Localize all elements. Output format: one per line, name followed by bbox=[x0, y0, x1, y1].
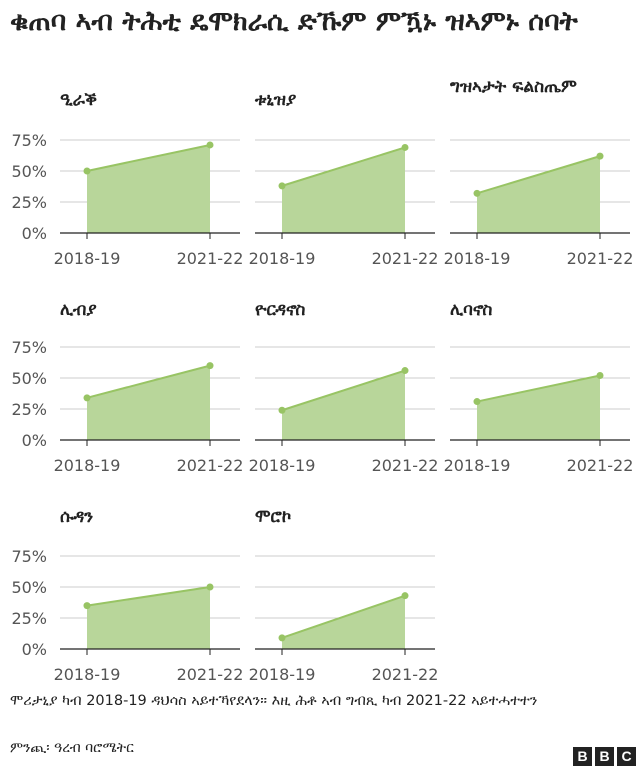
data-point bbox=[206, 141, 214, 149]
data-point bbox=[473, 189, 481, 197]
x-tick-label: 2018-19 bbox=[54, 665, 121, 684]
data-point bbox=[278, 406, 286, 414]
series-area bbox=[477, 375, 600, 440]
data-point bbox=[83, 394, 91, 402]
x-tick-label: 2018-19 bbox=[249, 456, 316, 475]
data-point bbox=[401, 592, 409, 600]
x-tick-label: 2018-19 bbox=[54, 456, 121, 475]
series-area bbox=[282, 147, 405, 233]
data-point bbox=[83, 602, 91, 610]
x-tick-label: 2021-22 bbox=[567, 456, 634, 475]
data-point bbox=[206, 362, 214, 370]
x-tick-label: 2021-22 bbox=[372, 665, 439, 684]
data-point bbox=[278, 634, 286, 642]
y-tick-label: 50% bbox=[11, 578, 47, 597]
logo-letter: C bbox=[617, 747, 636, 766]
x-tick-label: 2021-22 bbox=[177, 456, 244, 475]
y-tick-label: 75% bbox=[11, 338, 47, 357]
y-tick-label: 75% bbox=[11, 547, 47, 566]
series-area bbox=[477, 156, 600, 233]
data-point bbox=[596, 152, 604, 160]
data-point bbox=[206, 583, 214, 591]
logo-letter: B bbox=[595, 747, 614, 766]
panel-title: ዒራቕ bbox=[60, 90, 98, 110]
y-tick-label: 75% bbox=[11, 131, 47, 150]
data-point bbox=[473, 398, 481, 406]
series-line bbox=[476, 155, 601, 195]
footnote: ሞሪታኒያ ካብ 2018-19 ዳህሳስ ኣይተኻየደላን። እዚ ሕቶ ኣብ… bbox=[10, 693, 538, 709]
logo-letter: B bbox=[573, 747, 592, 766]
y-tick-label: 0% bbox=[22, 224, 47, 243]
data-point bbox=[401, 367, 409, 375]
charts-svg: 0% 25% 50% 75% 2018-19 2021-22 2018-19 2021-22 2… bbox=[11, 131, 634, 684]
data-point bbox=[278, 182, 286, 190]
panel-title: ቱኒዝያ bbox=[255, 90, 297, 110]
x-tick-label: 2018-19 bbox=[54, 249, 121, 268]
y-tick-label: 25% bbox=[11, 400, 47, 419]
data-point bbox=[83, 167, 91, 175]
x-tick-label: 2018-19 bbox=[444, 456, 511, 475]
series-line bbox=[86, 143, 211, 172]
series-line bbox=[281, 369, 406, 412]
x-tick-label: 2018-19 bbox=[444, 249, 511, 268]
y-tick-label: 50% bbox=[11, 369, 47, 388]
panel-title: ሊብያ bbox=[60, 300, 97, 320]
series-line bbox=[86, 586, 211, 607]
y-tick-label: 0% bbox=[22, 431, 47, 450]
x-tick-label: 2021-22 bbox=[177, 249, 244, 268]
x-tick-label: 2021-22 bbox=[372, 456, 439, 475]
series-area bbox=[87, 587, 210, 649]
bbc-logo: B B C bbox=[573, 747, 636, 766]
y-tick-label: 25% bbox=[11, 609, 47, 628]
series-area bbox=[282, 370, 405, 440]
panel-title: ዮርዳኖስ bbox=[255, 300, 306, 320]
source-text: ምንጪ፡ ዓረብ ባሮሜትር bbox=[10, 740, 134, 756]
x-tick-label: 2021-22 bbox=[177, 665, 244, 684]
panel-title: ሊባኖስ bbox=[450, 300, 493, 320]
series-area bbox=[87, 144, 210, 233]
data-point bbox=[596, 372, 604, 380]
chart-title: ቁጠባ ኣብ ትሕቲ ዴሞክራሲ ድኹም ምዃኑ ዝኣምኑ ሰባት bbox=[10, 6, 578, 37]
series-line bbox=[281, 146, 406, 187]
panel-title: ሱዳን bbox=[60, 507, 94, 527]
y-tick-label: 50% bbox=[11, 162, 47, 181]
y-tick-label: 0% bbox=[22, 640, 47, 659]
panel-title: ሞሮኮ bbox=[255, 507, 292, 527]
x-tick-label: 2018-19 bbox=[249, 665, 316, 684]
small-multiples: 0% 25% 50% 75% 2018-19 2021-22 2018-19 2021-22 2… bbox=[11, 77, 634, 684]
y-tick-label: 25% bbox=[11, 193, 47, 212]
x-tick-label: 2021-22 bbox=[372, 249, 439, 268]
data-point bbox=[401, 143, 409, 151]
series-area bbox=[87, 365, 210, 440]
series-area bbox=[282, 595, 405, 649]
panel-title: ግዝኣታት ፍልስጤም bbox=[450, 77, 577, 97]
series-line bbox=[476, 374, 601, 403]
x-tick-label: 2021-22 bbox=[567, 249, 634, 268]
series-line bbox=[281, 594, 406, 639]
series-line bbox=[86, 364, 211, 399]
x-tick-label: 2018-19 bbox=[249, 249, 316, 268]
